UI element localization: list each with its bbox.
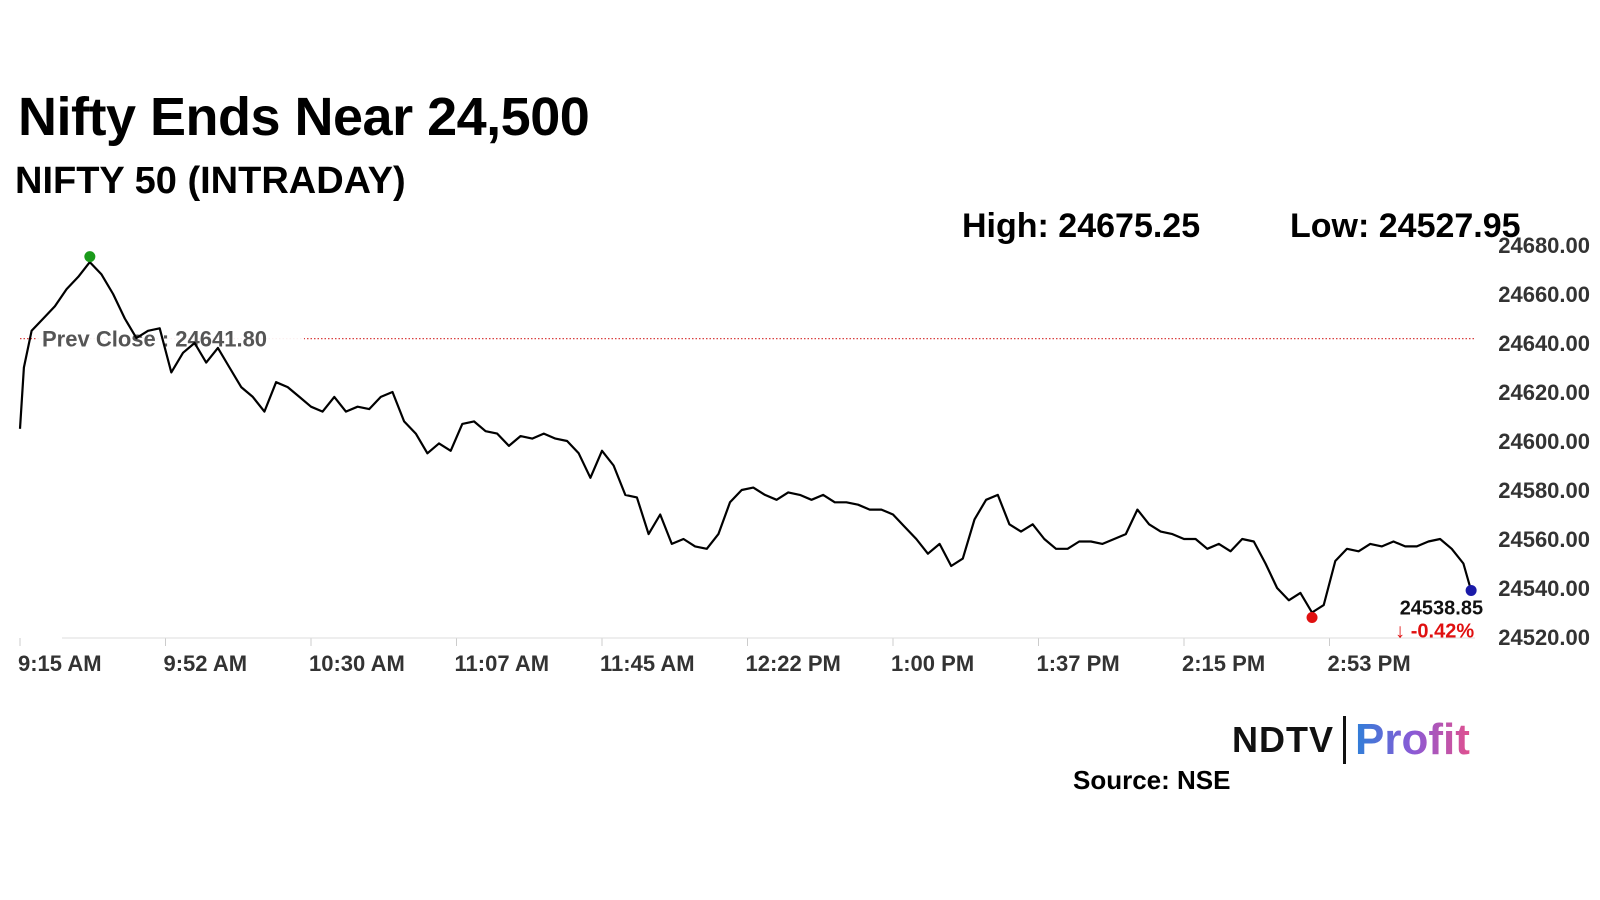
high-point-marker bbox=[84, 251, 96, 263]
x-tick-label: 9:15 AM bbox=[18, 651, 102, 676]
down-arrow-icon: ↓ bbox=[1395, 620, 1405, 642]
x-tick-label: 11:45 AM bbox=[600, 651, 695, 676]
y-tick-label: 24540.00 bbox=[1498, 576, 1590, 601]
logo-profit-text: Profit bbox=[1355, 715, 1470, 764]
logo-divider bbox=[1343, 716, 1346, 764]
x-tick-label: 9:52 AM bbox=[164, 651, 248, 676]
last-price-label: 24538.85 bbox=[1400, 597, 1483, 619]
low-point-marker bbox=[1306, 612, 1318, 624]
x-tick-label: 11:07 AM bbox=[455, 651, 550, 676]
ndtv-profit-logo: NDTV Profit bbox=[1232, 712, 1470, 768]
x-tick-label: 2:15 PM bbox=[1182, 651, 1265, 676]
change-percent-value: -0.42% bbox=[1411, 620, 1475, 642]
change-percent-label: ↓ -0.42% bbox=[1395, 620, 1474, 642]
logo-ndtv-text: NDTV bbox=[1232, 719, 1334, 760]
x-tick-label: 12:22 PM bbox=[746, 651, 841, 676]
y-tick-label: 24660.00 bbox=[1498, 282, 1590, 307]
last-price-marker bbox=[1465, 584, 1477, 596]
source-label: Source: NSE bbox=[1073, 765, 1231, 795]
x-tick-label: 1:37 PM bbox=[1037, 651, 1120, 676]
day-low-label: Low: 24527.95 bbox=[1290, 207, 1521, 245]
y-tick-label: 24640.00 bbox=[1498, 331, 1590, 356]
y-tick-label: 24680.00 bbox=[1498, 233, 1590, 258]
chart-title: Nifty Ends Near 24,500 bbox=[18, 87, 590, 147]
x-axis-ticks: 9:15 AM 9:52 AM 10:30 AM 11:07 AM 11:45 AM 12… bbox=[18, 638, 1411, 676]
prev-close-label: Prev Close : 24641.80 bbox=[42, 327, 267, 352]
day-high-label: High: 24675.25 bbox=[962, 207, 1201, 245]
y-tick-label: 24620.00 bbox=[1498, 380, 1590, 405]
y-tick-label: 24600.00 bbox=[1498, 429, 1590, 454]
y-tick-label: 24520.00 bbox=[1498, 625, 1590, 650]
prev-close-annotation: Prev Close : 24641.80 bbox=[36, 322, 304, 355]
y-tick-label: 24560.00 bbox=[1498, 527, 1590, 552]
chart-subtitle: NIFTY 50 (INTRADAY) bbox=[15, 160, 406, 202]
prev-close-label-bg bbox=[36, 322, 304, 355]
x-tick-label: 1:00 PM bbox=[891, 651, 974, 676]
y-axis-ticks: 24520.00 24540.00 24560.00 24580.00 24600.00… bbox=[1498, 233, 1590, 650]
y-tick-label: 24580.00 bbox=[1498, 478, 1590, 503]
price-series-line bbox=[18, 261, 1473, 614]
x-tick-label: 2:53 PM bbox=[1328, 651, 1411, 676]
x-tick-label: 10:30 AM bbox=[309, 651, 405, 676]
